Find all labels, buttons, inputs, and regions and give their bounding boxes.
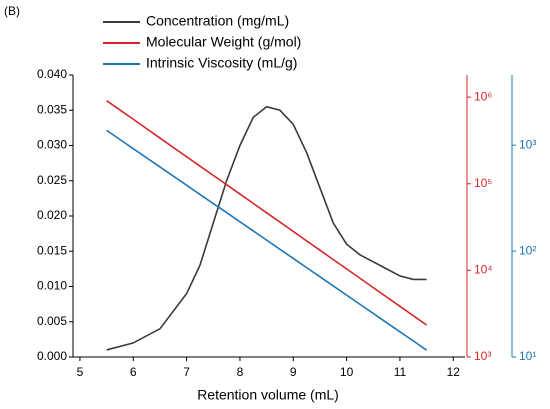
legend-label: Concentration (mg/mL) [146, 13, 289, 29]
y-tick-label: 0.035 [37, 102, 67, 116]
y-tick-label: 0.040 [37, 67, 67, 81]
series-line [106, 129, 428, 351]
x-tick-label: 11 [394, 365, 407, 379]
y2-tick-label: 10³ [474, 349, 491, 363]
y-tick-label: 0.030 [37, 138, 67, 152]
y2-tick-label: 10⁴ [474, 263, 493, 277]
y3-tick-label: 10² [519, 243, 536, 257]
series-line [106, 105, 427, 351]
panel-label: (B) [4, 4, 20, 18]
y3-tick-label: 10³ [519, 137, 536, 151]
x-axis-label: Retention volume (mL) [197, 387, 339, 403]
y-tick-label: 0.025 [37, 173, 67, 187]
x-tick-label: 8 [237, 365, 244, 379]
y-tick-label: 0.000 [37, 349, 67, 363]
y-tick-label: 0.020 [37, 208, 67, 222]
x-tick-label: 5 [77, 365, 84, 379]
y-tick-label: 0.015 [37, 243, 67, 257]
x-tick-label: 10 [340, 365, 354, 379]
x-tick-label: 7 [183, 365, 190, 379]
y2-tick-label: 10⁵ [474, 176, 492, 190]
y-tick-label: 0.005 [37, 314, 67, 328]
x-tick-label: 9 [290, 365, 297, 379]
series-line [106, 100, 428, 326]
x-tick-label: 12 [447, 365, 461, 379]
legend-label: Intrinsic Viscosity (mL/g) [146, 55, 297, 71]
y-tick-label: 0.010 [37, 279, 67, 293]
y3-tick-label: 10¹ [519, 349, 536, 363]
legend-label: Molecular Weight (g/mol) [146, 34, 301, 50]
x-tick-label: 6 [130, 365, 137, 379]
y2-tick-label: 10⁶ [474, 89, 492, 103]
